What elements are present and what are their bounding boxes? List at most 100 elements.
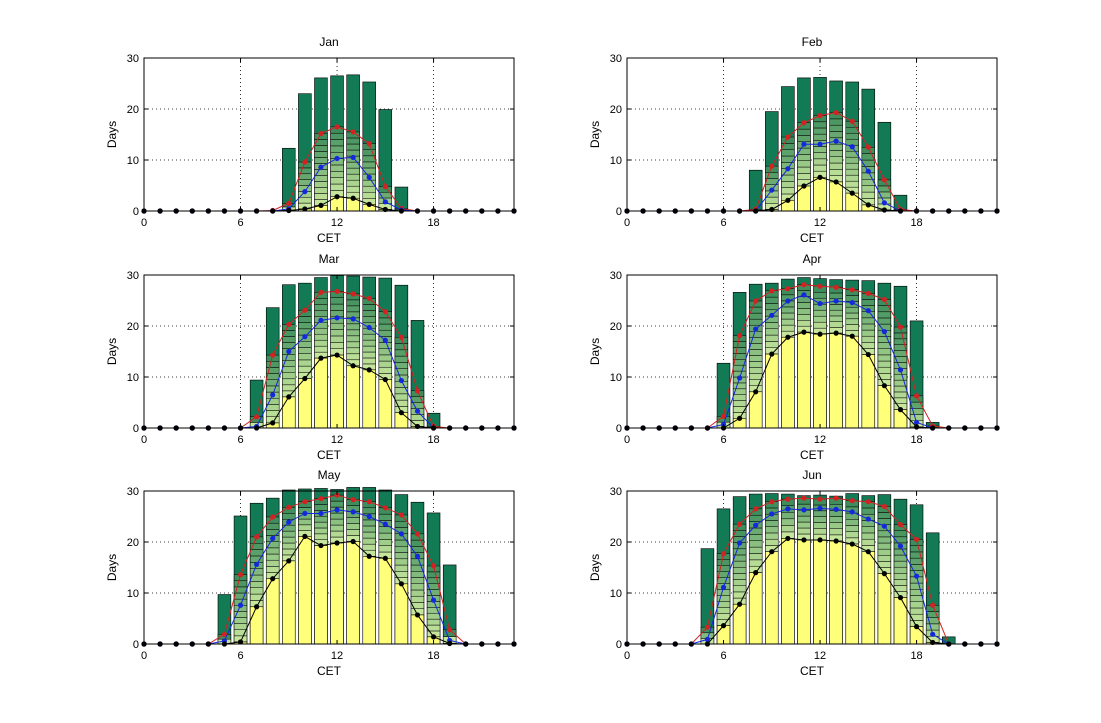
blue-series-point: [430, 597, 437, 603]
blue-series-point: [817, 141, 823, 147]
x-axis-label: CET: [800, 448, 825, 462]
bar-band: [314, 327, 328, 335]
bar-11: [797, 495, 811, 645]
bar-11: [797, 277, 811, 429]
bar-band: [298, 353, 312, 361]
y-tick-label: 30: [610, 486, 622, 498]
bar-band: [330, 329, 344, 337]
bar-band: [861, 507, 875, 515]
bar-band: [394, 343, 409, 351]
x-tick-label: 18: [910, 434, 922, 446]
x-tick-label: 12: [331, 650, 343, 662]
bar-band: [410, 583, 425, 591]
bar-8: [748, 493, 763, 645]
bar-band: [861, 532, 875, 540]
y-tick-label: 30: [127, 53, 139, 65]
y-tick-label: 10: [610, 155, 622, 167]
black-series-point: [897, 594, 904, 601]
bar-14: [362, 81, 376, 212]
bar-band: [330, 139, 344, 147]
bar-band: [781, 174, 795, 182]
bar-band: [813, 164, 827, 172]
red-series-point: [382, 505, 388, 511]
y-tick-label: 20: [127, 321, 139, 333]
bar-band: [893, 566, 908, 574]
bar-12: [813, 494, 827, 645]
bar-inner: [362, 555, 376, 645]
black-series-point: [302, 206, 308, 212]
bar-band: [781, 525, 795, 533]
bar-band: [378, 526, 392, 534]
bar-band: [732, 573, 747, 580]
black-series-point: [849, 541, 855, 547]
red-series-point: [447, 627, 453, 633]
blue-series-point: [382, 337, 388, 343]
bar-band: [410, 558, 425, 566]
x-tick-label: 0: [141, 650, 147, 662]
bar-band: [346, 299, 360, 307]
subplot-title: Jan: [319, 35, 338, 49]
bar-7: [732, 292, 747, 429]
bar-band: [877, 317, 892, 325]
bar-band: [314, 504, 328, 511]
black-series-point: [769, 351, 775, 357]
bar-band: [346, 353, 360, 361]
bar-band: [797, 128, 811, 136]
bar-band: [732, 579, 747, 586]
red-series-point: [237, 572, 244, 578]
bar-band: [346, 305, 360, 313]
black-series-point: [350, 195, 356, 201]
bar-band: [781, 181, 795, 188]
bar-band: [362, 357, 376, 365]
black-series-point: [382, 376, 388, 383]
bar-band: [877, 354, 892, 362]
bar-11: [314, 277, 328, 429]
bar-band: [362, 333, 376, 341]
blue-series-point: [237, 602, 244, 608]
x-tick-label: 12: [814, 650, 826, 662]
black-series-point: [865, 351, 871, 358]
blue-series-point: [881, 329, 887, 335]
bar-band: [362, 185, 376, 193]
bar-band: [362, 161, 376, 169]
x-tick-label: 18: [427, 434, 439, 446]
x-tick-label: 18: [427, 650, 439, 662]
black-series-point: [447, 640, 453, 647]
bar-13: [829, 495, 843, 645]
bar-band: [829, 315, 843, 322]
bar-inner: [362, 369, 376, 429]
bar-band: [893, 385, 908, 393]
red-series-point: [753, 506, 759, 512]
black-series-point: [720, 623, 727, 629]
subplot-title: Mar: [319, 252, 340, 266]
bar-band: [426, 618, 441, 626]
blue-series-point: [769, 511, 775, 517]
bar-band: [330, 145, 344, 153]
bar-band: [314, 187, 328, 194]
bar-band: [732, 560, 747, 568]
red-series-point: [318, 130, 324, 137]
subplot-jan: 0 6 12 18 0 10 20 30 Jan CET Days: [105, 35, 517, 245]
bar-13: [346, 74, 360, 212]
bar-band: [829, 292, 843, 299]
blue-series-point: [833, 138, 839, 144]
bar-12: [330, 275, 344, 429]
blue-series-point: [849, 299, 855, 306]
subplot-may: 0 6 12 18 0 10 20 30 May CET Days: [105, 468, 517, 678]
blue-series-point: [366, 513, 372, 520]
bar-band: [749, 553, 763, 561]
bar-8: [748, 283, 763, 429]
y-axis-label: Days: [105, 554, 119, 581]
bar-band: [426, 612, 441, 620]
blue-series-point: [881, 523, 887, 529]
red-series-point: [913, 393, 920, 399]
black-series-point: [286, 394, 292, 400]
bar-inner: [845, 335, 859, 429]
y-tick-label: 30: [127, 486, 139, 498]
bar-band: [282, 354, 296, 361]
bar-band: [298, 365, 312, 373]
bar-18: [426, 512, 441, 645]
blue-series-point: [817, 505, 823, 511]
bar-band: [749, 331, 763, 338]
